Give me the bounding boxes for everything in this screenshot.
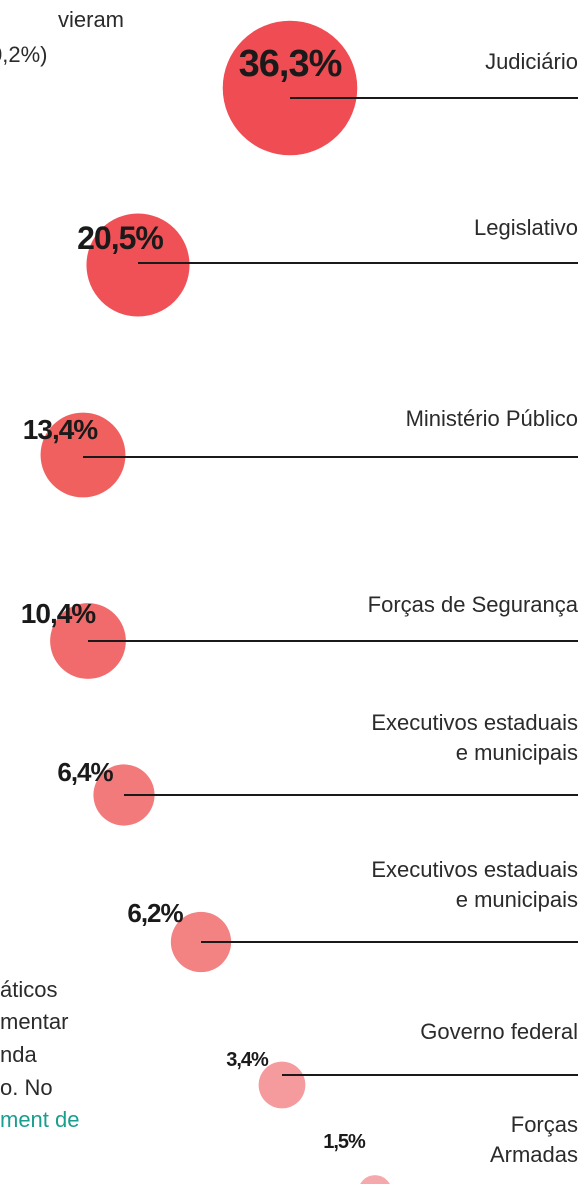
annotation: vieram: [58, 7, 125, 32]
annotation: o. No: [0, 1075, 53, 1100]
value-label: 13,4%: [22, 414, 98, 445]
bubble: [86, 213, 190, 317]
annotation: nda: [0, 1042, 37, 1067]
category-label: Governo federal: [420, 1019, 578, 1044]
bubble: [40, 412, 126, 498]
annotation: 0,2%): [0, 42, 48, 67]
category-label: Executivos estaduais e municipais: [371, 710, 578, 765]
value-label: 6,2%: [127, 898, 183, 928]
category-label: Ministério Público: [405, 406, 578, 431]
value-label: 36,3%: [238, 43, 343, 85]
value-label: 6,4%: [57, 757, 113, 787]
link[interactable]: ment de: [0, 1107, 80, 1132]
value-label: 1,5%: [323, 1131, 366, 1153]
category-label: Judiciário: [485, 49, 578, 74]
value-label: 10,4%: [20, 598, 96, 629]
value-label: 3,4%: [226, 1049, 269, 1071]
value-label: 20,5%: [77, 220, 164, 256]
category-label: Executivos estaduais e municipais: [371, 857, 578, 912]
category-label: Forças Armadas: [489, 1112, 578, 1167]
bubble: [222, 20, 358, 156]
bubble: [258, 1061, 306, 1109]
bubble: [360, 1175, 390, 1184]
annotation: áticos: [0, 977, 58, 1002]
category-label: Legislativo: [474, 215, 578, 240]
annotation: mentar: [0, 1009, 69, 1034]
category-label: Forças de Segurança: [367, 592, 578, 617]
